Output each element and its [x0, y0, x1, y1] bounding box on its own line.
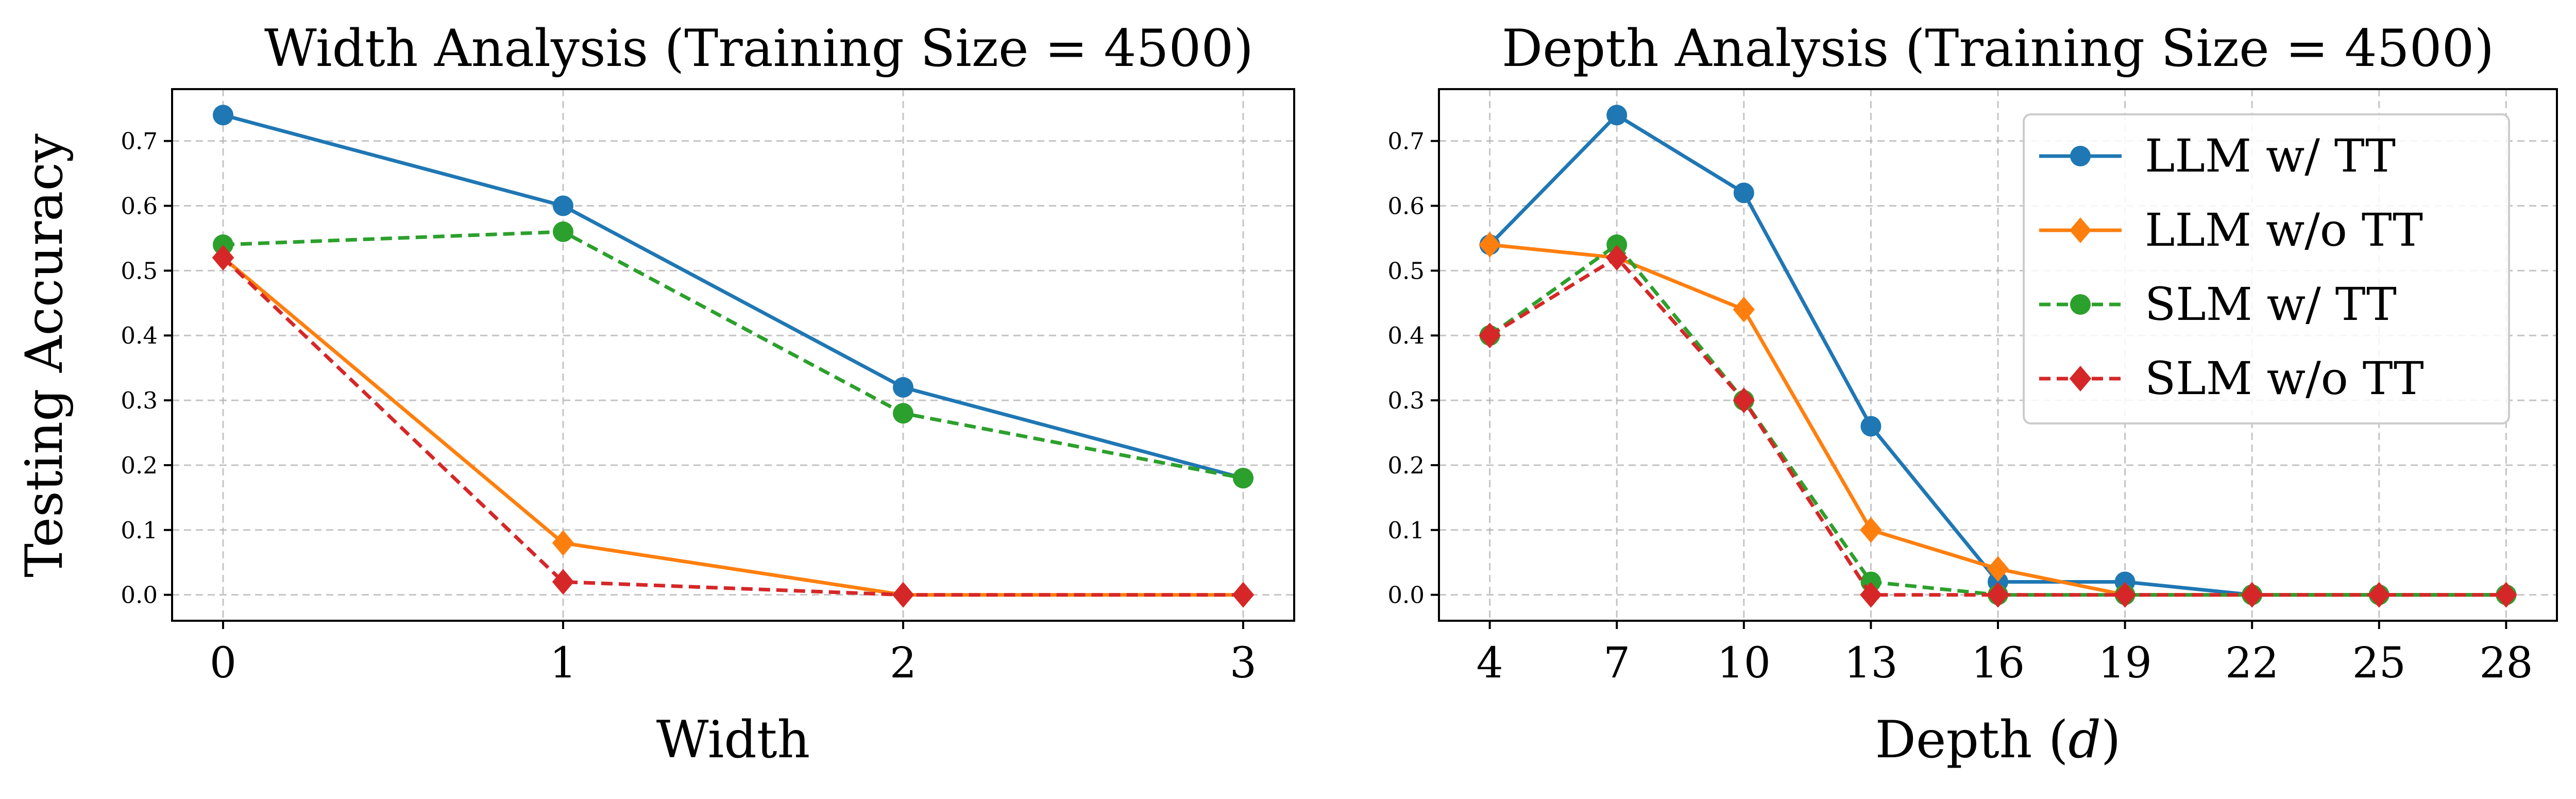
y-tick-label: 0.2: [121, 452, 158, 479]
width-analysis-panel: Width Analysis (Training Size = 4500) 0.…: [15, 19, 1295, 770]
x-tick-label: 7: [1603, 639, 1630, 688]
legend-label: LLM w/o TT: [2145, 203, 2423, 257]
series-slm-wo-tt: [1479, 245, 2517, 608]
y-tick-label: 0.1: [121, 517, 158, 544]
data-point-slm-w-tt: [213, 234, 233, 256]
legend-label: LLM w/ TT: [2145, 129, 2396, 182]
data-point-slm-wo-tt: [2241, 582, 2263, 608]
y-tick-label: 0.5: [1387, 257, 1425, 284]
x-tick-label: 10: [1717, 639, 1771, 688]
x-tick-label: 22: [2225, 639, 2279, 688]
data-point-llm-w-tt: [213, 105, 233, 126]
x-tick-label: 3: [1230, 639, 1257, 688]
data-point-slm-wo-tt: [1232, 582, 1255, 608]
y-tick-label: 0.4: [1387, 322, 1425, 349]
data-point-slm-wo-tt: [552, 569, 574, 595]
y-tick-label: 0.7: [121, 128, 158, 155]
y-tick-label: 0.6: [1387, 193, 1425, 220]
data-point-llm-wo-tt: [552, 530, 574, 556]
data-point-slm-wo-tt: [1733, 387, 1755, 414]
chart-title: Width Analysis (Training Size = 4500): [264, 19, 1253, 78]
series-slm-wo-tt: [212, 245, 1255, 608]
legend-entry-slm-w-tt: SLM w/ TT: [2039, 278, 2397, 331]
x-tick-label: 25: [2352, 639, 2406, 688]
y-axis-label: Testing Accuracy: [15, 133, 74, 577]
data-point-slm-wo-tt: [1860, 582, 1882, 608]
data-point-llm-w-tt: [893, 377, 913, 398]
y-tick-label: 0.0: [1387, 582, 1425, 609]
data-point-slm-wo-tt: [2368, 582, 2391, 608]
data-point-slm-wo-tt: [212, 245, 234, 271]
x-tick-label: 19: [2098, 639, 2151, 688]
y-tick-label: 0.6: [121, 193, 158, 220]
y-tick-label: 0.1: [1387, 517, 1425, 544]
chart-title: Depth Analysis (Training Size = 4500): [1502, 19, 2494, 78]
data-point-slm-wo-tt: [1987, 582, 2009, 608]
y-tick-label: 0.7: [1387, 128, 1425, 155]
legend-entry-llm-w-tt: LLM w/ TT: [2039, 129, 2396, 182]
plot-frame: [171, 88, 1295, 622]
series-line-llm-wo-tt: [222, 256, 1243, 597]
data-point-llm-wo-tt: [1860, 517, 1882, 543]
x-axis-label: Width: [656, 710, 810, 770]
legend: LLM w/ TT LLM w/o TT SLM w/ TT SLM w/o TT: [2023, 113, 2510, 424]
series-slm-w-tt: [213, 221, 1253, 489]
series-line-llm-w-tt: [223, 113, 1244, 480]
y-tick-label: 0.4: [121, 322, 158, 349]
y-tick-label: 0.5: [121, 257, 158, 284]
x-axis-label: Depth (d): [1875, 710, 2121, 770]
series-line-slm-w-tt: [223, 230, 1244, 480]
data-point-llm-wo-tt: [1479, 232, 1501, 258]
plot-frame: [1438, 88, 2558, 622]
y-tick-label: 0.3: [1387, 387, 1425, 414]
data-point-slm-wo-tt: [892, 582, 914, 608]
data-point-llm-wo-tt: [1987, 556, 2009, 582]
data-point-slm-w-tt: [553, 221, 573, 242]
x-tick-label: 16: [1971, 639, 2025, 688]
data-point-slm-w-tt: [893, 403, 913, 424]
x-tick-label: 28: [2479, 639, 2533, 688]
data-point-llm-w-tt: [1606, 105, 1628, 126]
y-tick-label: 0.2: [1387, 452, 1425, 479]
series-line-slm-wo-tt: [1488, 256, 2506, 597]
y-tick-label: 0.0: [121, 582, 158, 609]
x-tick-label: 4: [1477, 639, 1503, 688]
series-line-slm-wo-tt: [222, 256, 1243, 597]
legend-label: SLM w/o TT: [2145, 352, 2424, 405]
data-point-slm-wo-tt: [1605, 245, 1628, 271]
data-point-slm-wo-tt: [1479, 322, 1501, 349]
x-tick-label: 0: [210, 639, 236, 688]
legend-marker: [2070, 294, 2091, 315]
depth-analysis-panel: Depth Analysis (Training Size = 4500) 0.…: [1387, 19, 2558, 770]
legend-box: [2023, 113, 2510, 424]
data-point-llm-wo-tt: [1733, 296, 1755, 322]
legend-entry-llm-wo-tt: LLM w/o TT: [2039, 203, 2423, 257]
legend-entry-slm-wo-tt: SLM w/o TT: [2039, 352, 2424, 405]
legend-marker: [2069, 366, 2092, 392]
legend-label: SLM w/ TT: [2145, 278, 2397, 331]
data-point-slm-w-tt: [1606, 234, 1628, 256]
legend-marker: [2070, 146, 2091, 166]
legend-marker: [2069, 217, 2092, 243]
data-point-slm-wo-tt: [2114, 582, 2136, 608]
data-point-slm-wo-tt: [2495, 582, 2517, 608]
data-point-llm-w-tt: [553, 195, 573, 216]
data-point-slm-w-tt: [1233, 468, 1253, 489]
data-point-llm-w-tt: [1860, 416, 1882, 437]
x-tick-label: 2: [890, 639, 917, 688]
y-tick-label: 0.3: [121, 387, 158, 414]
x-tick-label: 1: [550, 639, 577, 688]
x-tick-label: 13: [1844, 639, 1897, 688]
data-point-llm-w-tt: [1733, 182, 1754, 203]
